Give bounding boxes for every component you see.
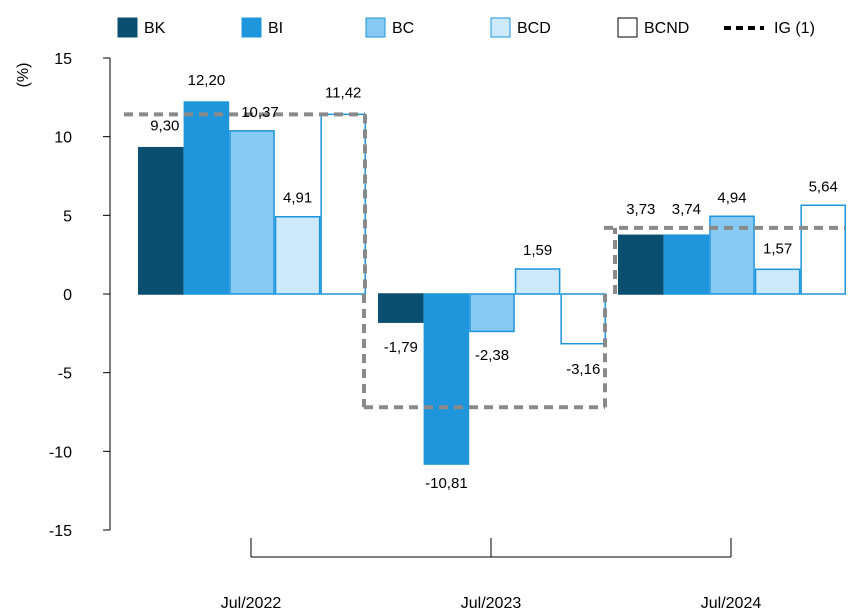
y-tick-label: -5 — [58, 366, 72, 383]
y-axis-label: (%) — [15, 63, 32, 88]
legend-label: BC — [392, 20, 414, 37]
bar-bcnd-2 — [560, 293, 607, 345]
bar-bcd-2 — [514, 268, 561, 295]
legend-swatch-bi — [241, 17, 262, 38]
data-label: 3,74 — [672, 201, 701, 218]
bar-bc-1 — [229, 130, 275, 295]
value-labels: 9,30 12,20 10,37 4,91 11,42 -1,79 -10,81 -2,38 1… — [150, 72, 838, 492]
legend-swatch-bc — [365, 17, 386, 38]
reference-lines — [124, 112, 845, 410]
x-category-label: Jul/2022 — [221, 595, 282, 611]
data-label: 1,57 — [763, 240, 792, 257]
bar-bk-3 — [618, 234, 664, 295]
legend-swatch-bcnd — [617, 17, 638, 38]
bar-bcd-3 — [754, 268, 801, 295]
y-tick-label: -10 — [49, 444, 72, 461]
legend-label: BCND — [644, 20, 689, 37]
bar-bk-2 — [378, 293, 424, 323]
data-label: -3,16 — [566, 361, 600, 378]
bar-bk-1 — [138, 146, 184, 295]
data-label: 10,37 — [241, 104, 279, 121]
x-category-label: Jul/2023 — [461, 595, 522, 611]
bar-bcnd-3 — [800, 204, 847, 295]
legend-label: IG (1) — [774, 20, 815, 37]
data-label: 5,64 — [809, 178, 838, 195]
bar-bi-3 — [663, 234, 710, 295]
data-label: 4,91 — [283, 190, 312, 207]
y-tick-label: 0 — [63, 287, 72, 304]
data-label: -2,38 — [475, 347, 509, 364]
y-tick-label: 15 — [54, 51, 72, 68]
x-category-label: Jul/2024 — [701, 595, 762, 611]
data-label: 12,20 — [188, 72, 226, 89]
data-label: 9,30 — [150, 118, 179, 135]
data-label: 4,94 — [717, 189, 746, 206]
y-tick-label: -15 — [49, 523, 72, 540]
legend-swatch-bcd — [490, 17, 511, 38]
bar-bi-1 — [183, 101, 230, 295]
data-label: 1,59 — [523, 242, 552, 259]
legend-label: BCD — [517, 20, 551, 37]
data-label: 11,42 — [325, 84, 361, 101]
data-label: 3,73 — [626, 201, 655, 218]
legend-swatch-bk — [117, 17, 138, 38]
bar-bc-2 — [469, 293, 515, 333]
bar-bcd-1 — [274, 215, 321, 295]
y-axis: -15 -10 -5 0 5 10 15 — [49, 51, 111, 540]
bars — [138, 101, 847, 465]
bar-bcnd-1 — [320, 113, 366, 295]
legend: BK BI BC BCD BCND IG (1) — [117, 17, 815, 38]
y-tick-label: 10 — [54, 130, 72, 147]
data-label: -10,81 — [425, 475, 468, 492]
y-tick-label: 5 — [63, 208, 72, 225]
legend-label: BI — [268, 20, 283, 37]
x-axis: Jul/2022 Jul/2023 Jul/2024 — [221, 538, 762, 611]
legend-label: BK — [144, 20, 166, 37]
data-label: -1,79 — [384, 339, 418, 356]
bar-bi-2 — [423, 293, 470, 465]
